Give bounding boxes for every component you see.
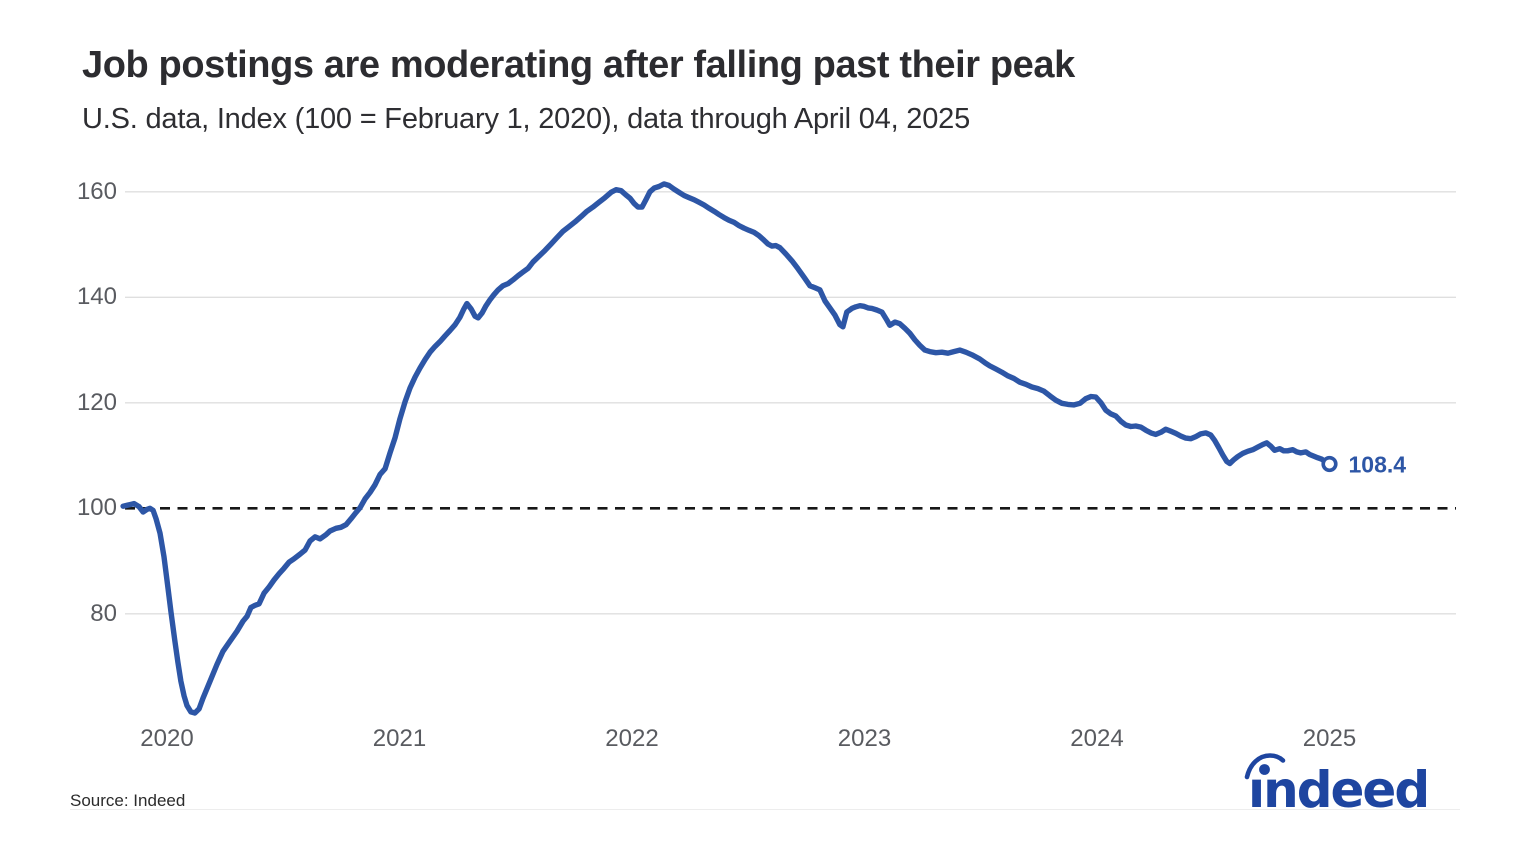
x-axis-tick-label-2024: 2024 <box>1070 725 1124 752</box>
x-axis-tick-label-2020: 2020 <box>140 725 194 752</box>
source-note: Source: Indeed <box>70 791 186 810</box>
x-axis-tick-label-2023: 2023 <box>837 725 892 752</box>
logo-wordmark: ındeed <box>1248 761 1428 812</box>
x-axis-tick-label-2021: 2021 <box>372 725 427 752</box>
series-end-value-label: 108.4 <box>1348 451 1407 478</box>
logo-arc-icon <box>1244 753 1286 780</box>
y-axis-tick-label-80: 80 <box>90 599 117 627</box>
gridlines <box>125 191 1456 615</box>
x-axis-tick-label-2025: 2025 <box>1302 725 1357 752</box>
y-axis-tick-label-100: 100 <box>76 494 117 522</box>
y-axis-tick-label-120: 120 <box>76 388 117 416</box>
series-line <box>120 181 1333 716</box>
x-axis-tick-label-2022: 2022 <box>605 725 659 752</box>
series-end-marker <box>1321 455 1338 473</box>
chart-subtitle: U.S. data, Index (100 = February 1, 2020… <box>82 103 971 135</box>
indeed-logo: ındeed <box>1244 753 1430 812</box>
chart-title: Job postings are moderating after fallin… <box>82 44 1075 86</box>
logo-i-dot <box>1259 764 1270 775</box>
y-axis-tick-label-140: 140 <box>76 283 117 311</box>
footer-divider <box>70 809 1460 810</box>
y-axis-tick-label-160: 160 <box>76 177 117 205</box>
